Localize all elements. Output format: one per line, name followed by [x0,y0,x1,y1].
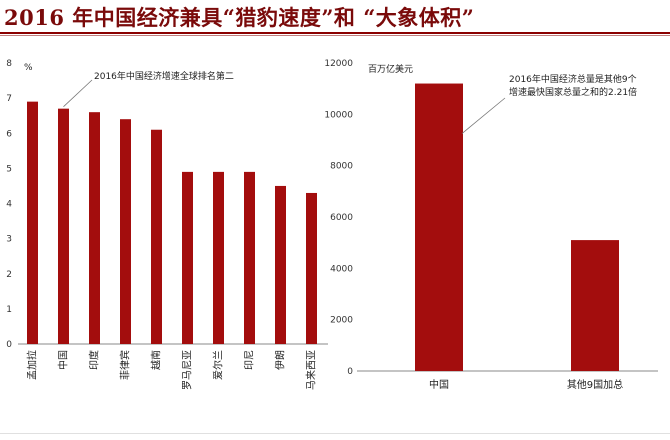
x-tick-label-2: 印度 [88,350,101,370]
y-tick-label-2-3: 6000 [330,213,353,223]
bar-9 [306,192,317,344]
y-axis-unit: % [24,63,33,73]
y-tick-label-2-5: 10000 [324,110,353,120]
x-tick-label-6: 爱尔兰 [212,350,225,380]
annotation-text-2-1: 增速最快国家总量之和的2.21倍 [509,86,637,98]
title-rule [0,32,670,34]
y-tick-label-2-2: 4000 [330,264,353,274]
x-tick-label-9: 马来西亚 [306,350,318,390]
x-tick-label-1: 中国 [57,350,70,370]
y-axis-unit-2: 百万亿美元 [368,63,413,75]
bar-1 [58,108,69,344]
title-rule-thin [0,35,670,36]
y-tick-label-5: 5 [6,164,12,174]
bar-3 [120,119,131,344]
y-tick-label-7: 7 [6,94,12,104]
y-tick-label-2-4: 8000 [330,162,353,172]
x-tick-label-2-1: 其他9国加总 [567,378,623,391]
bar-2-0 [415,83,463,372]
y-tick-label-2: 2 [6,270,12,280]
bar-6 [213,171,224,344]
y-tick-label-4: 4 [6,200,12,210]
y-tick-label-1: 1 [6,305,12,315]
annotation-text: 2016年中国经济增速全球排名第二 [94,70,234,82]
x-tick-label-7: 印尼 [244,350,256,370]
x-tick-label-5: 罗马尼亚 [182,350,194,390]
bar-0 [27,101,38,344]
x-tick-label-0: 孟加拉 [26,350,39,380]
footer-rule [0,433,670,434]
bar-8 [275,185,286,344]
x-tick-label-4: 越南 [150,350,163,370]
annotation-leader [63,79,93,107]
y-tick-label-2-1: 2000 [330,316,353,326]
y-tick-label-2-0: 0 [347,367,353,377]
annotation-text-2-0: 2016年中国经济总量是其他9个 [509,73,637,85]
y-tick-label-0: 0 [6,340,12,350]
annotation-leader-2 [461,97,506,134]
bar-7 [244,171,255,344]
bar-2 [89,112,100,344]
x-tick-label-2-0: 中国 [429,378,449,391]
x-tick-label-3: 菲律宾 [119,350,132,380]
bar-5 [182,171,193,344]
bar-4 [151,129,162,344]
x-tick-label-8: 伊朗 [275,350,287,370]
y-tick-label-3: 3 [6,235,12,245]
y-tick-label-6: 6 [6,129,12,139]
y-tick-label-2-6: 12000 [324,59,353,69]
y-tick-label-8: 8 [6,59,12,69]
bar-2-1 [571,240,619,371]
page-title: 2016 年中国经济兼具“猎豹速度”和 “大象体积” [4,5,475,30]
